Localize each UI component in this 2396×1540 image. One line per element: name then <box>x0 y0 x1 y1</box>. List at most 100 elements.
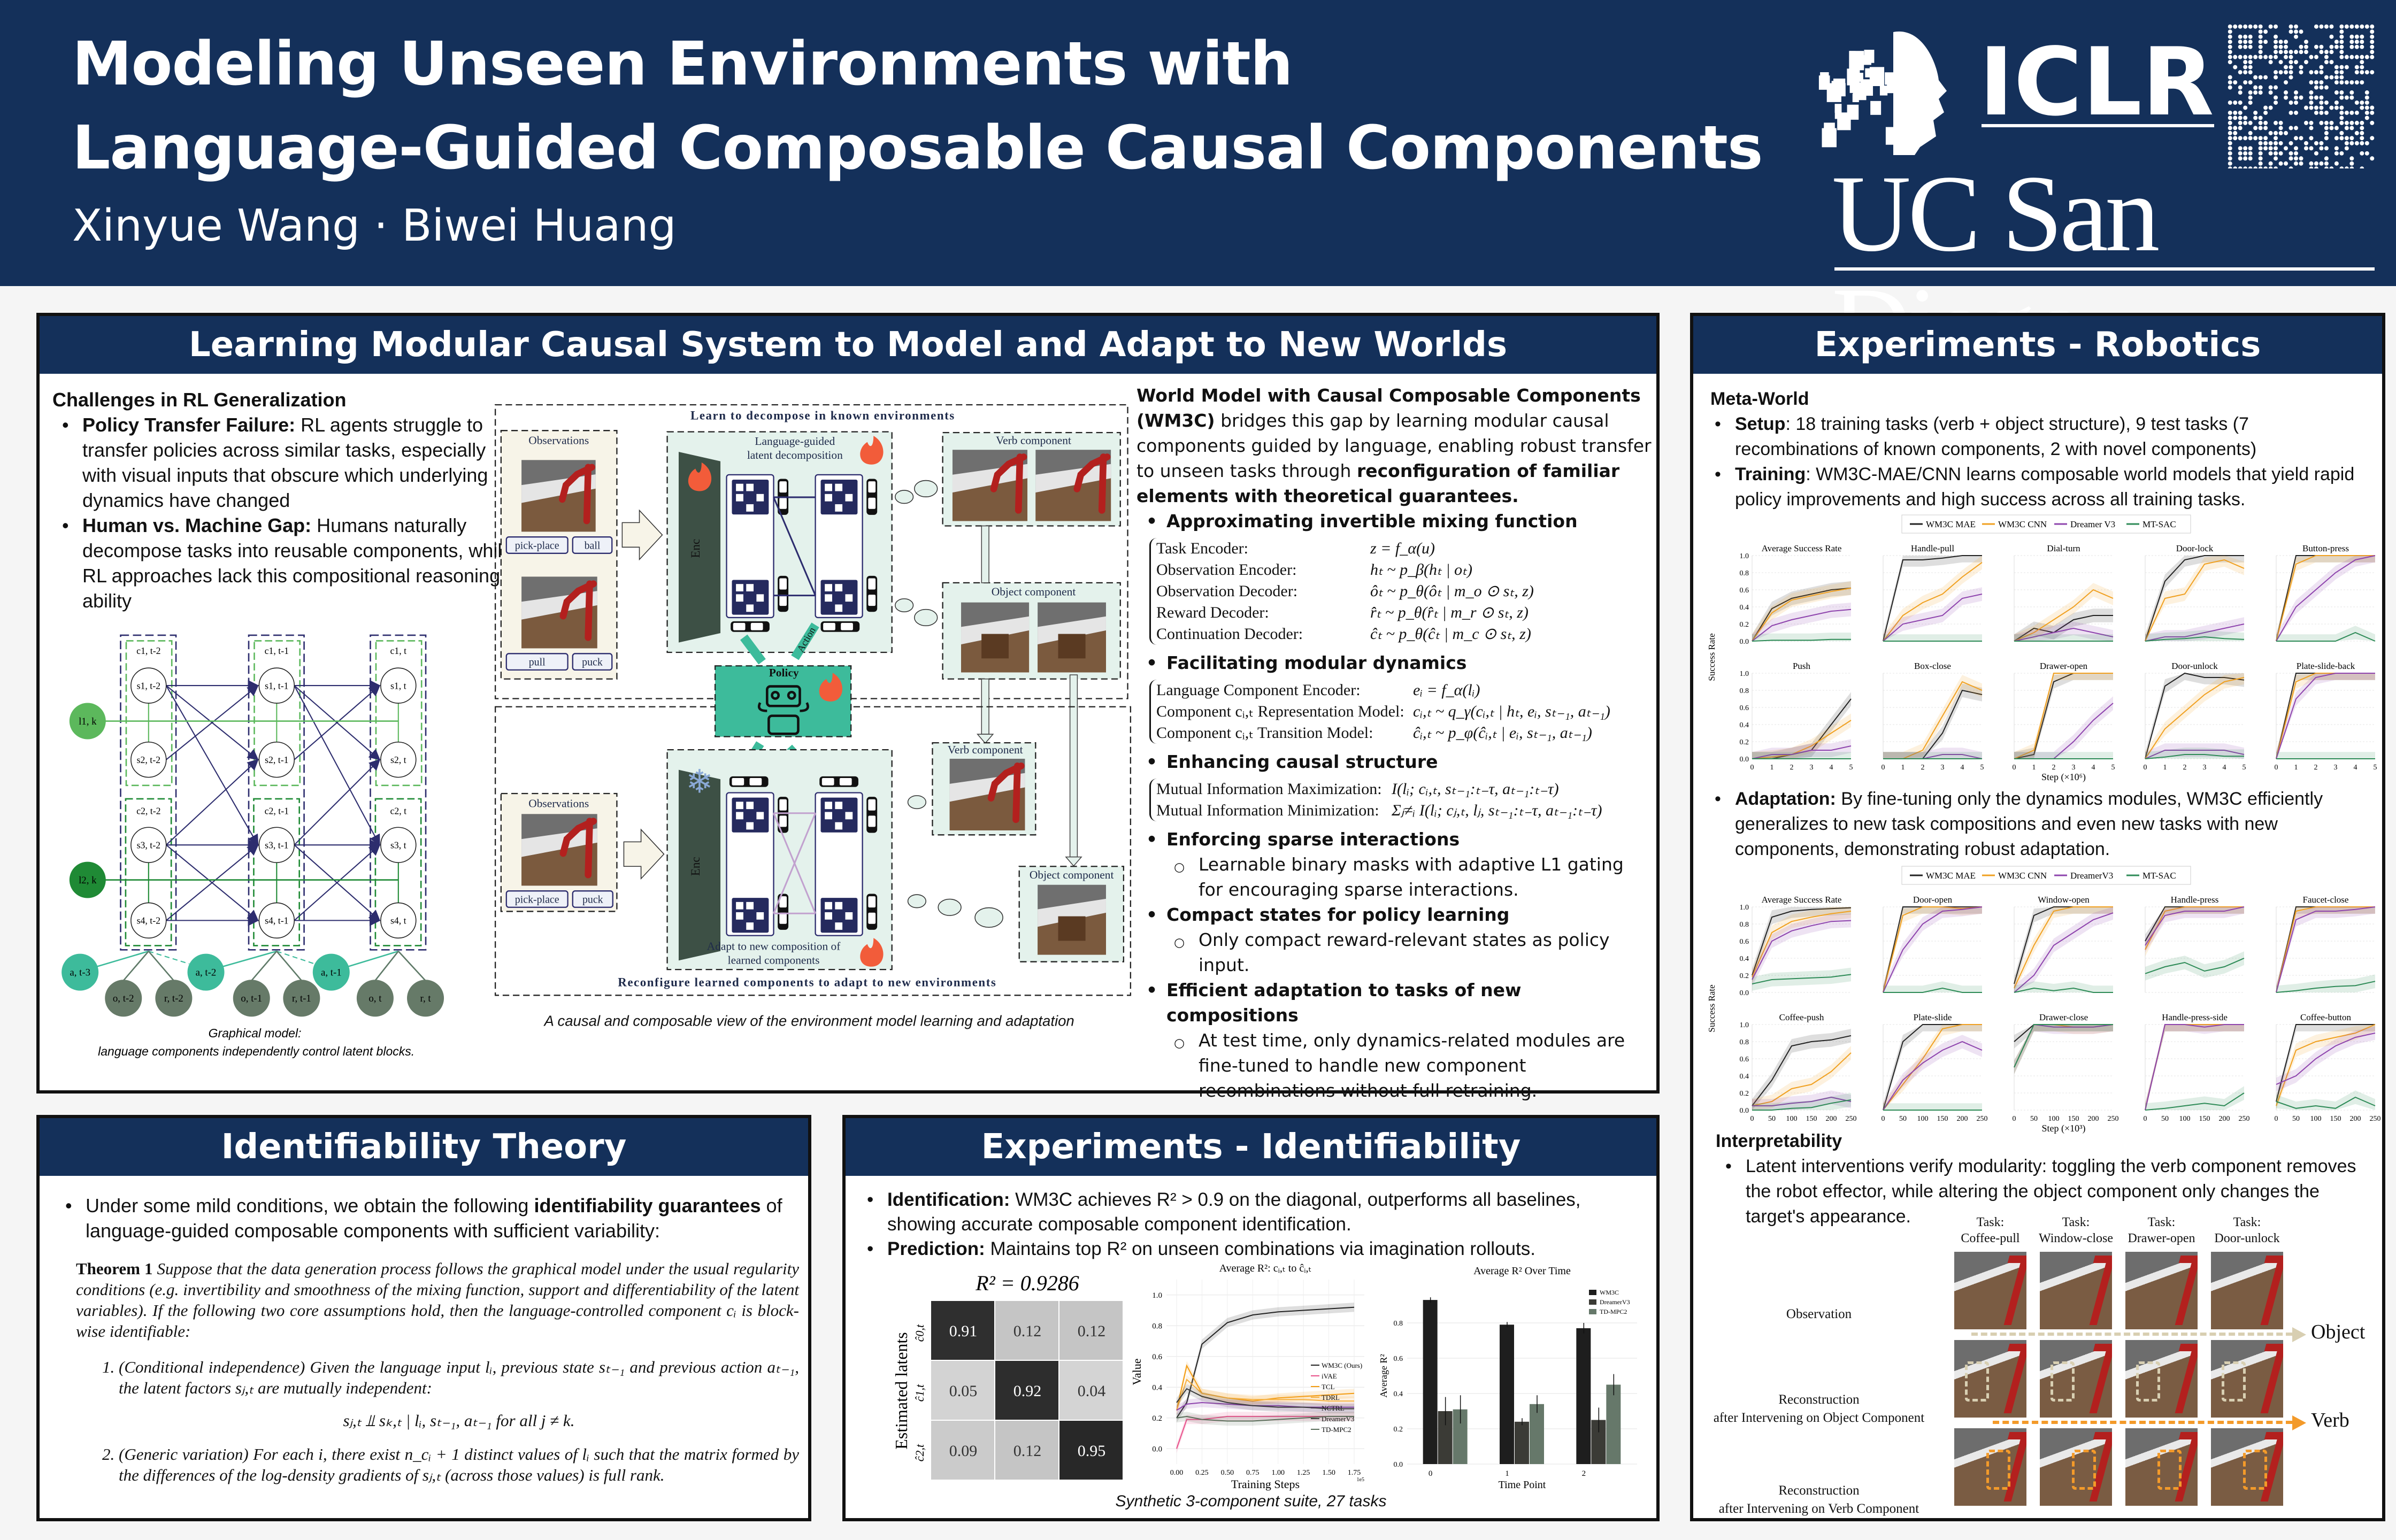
subplot-title: Average Success Rate <box>1762 895 1842 905</box>
series-line <box>2014 1024 2113 1068</box>
legend-label: Dreamer V3 <box>2070 519 2115 529</box>
qr-module <box>2309 136 2314 141</box>
qr-module <box>2329 24 2334 29</box>
qr-code[interactable] <box>2228 24 2375 168</box>
subplot-title: Coffee-push <box>1779 1012 1824 1022</box>
heatmap-y-tick: ĉ1,t <box>913 1384 926 1402</box>
interpretability-section: Interpretability Latent interventions ve… <box>1716 1129 2374 1229</box>
series-line <box>1752 911 1852 977</box>
x-tick-label: 0.50 <box>1221 1469 1234 1477</box>
qr-module <box>2309 161 2314 166</box>
task-label: Task: Drawer-open <box>2128 1215 2195 1245</box>
y-tick-label: 0.6 <box>1152 1353 1162 1361</box>
qr-module <box>2284 161 2289 166</box>
mask-cell <box>868 481 876 493</box>
qr-module <box>2324 166 2329 168</box>
intervention-region-marker <box>2136 1361 2160 1402</box>
intervention-region-marker <box>2222 1361 2246 1402</box>
qr-module <box>2253 24 2258 29</box>
series-band <box>2276 974 2375 992</box>
qr-module <box>2339 110 2344 115</box>
qr-module <box>2248 146 2253 151</box>
y-axis-label: Success Rate <box>1707 633 1717 681</box>
scene-table <box>952 478 1028 521</box>
qr-module <box>2248 55 2253 59</box>
language-node-label: l2, k <box>79 875 97 886</box>
x-axis-label: Time Point <box>1499 1479 1546 1491</box>
scene-wall <box>1038 898 1106 927</box>
qr-module <box>2319 85 2324 90</box>
qr-module <box>2334 80 2339 85</box>
time-slice-box <box>248 634 305 951</box>
y-tick-label: 0.6 <box>1740 1056 1749 1064</box>
qr-module <box>2344 126 2349 130</box>
x-tick-label: 2 <box>1582 1469 1586 1478</box>
heatmap-cell-value: 0.92 <box>1013 1382 1042 1400</box>
theory-bullet-bold: identifiability guarantees <box>534 1195 761 1216</box>
equation-formula: cᵢ,ₜ ~ q_γ(cᵢ,ₜ | hₜ, eᵢ, sₜ₋₁, aₜ₋₁) <box>1413 703 1610 720</box>
legend-swatch <box>1589 1290 1596 1295</box>
series-line <box>2145 906 2245 946</box>
x-tick-label: 3 <box>2072 764 2076 772</box>
qr-module <box>2294 50 2298 55</box>
qr-module <box>2268 141 2273 145</box>
qr-module <box>2349 55 2354 59</box>
qr-module <box>2258 50 2263 55</box>
qr-module <box>2263 141 2268 145</box>
encoder-block <box>678 452 721 643</box>
qr-module <box>2349 80 2354 85</box>
latent-cell <box>736 594 743 602</box>
qr-module <box>2314 141 2318 145</box>
qr-module <box>2324 161 2329 166</box>
heatmap-y-label: Estimated latents <box>892 1332 911 1450</box>
mask-cell <box>823 622 835 630</box>
series-line <box>2276 555 2375 642</box>
component-1-box <box>254 640 301 787</box>
action-edge <box>96 950 149 967</box>
series-line <box>2145 636 2245 642</box>
series-line <box>2145 672 2245 759</box>
x-axis-label: Step (×10⁶) <box>2041 772 2086 783</box>
qr-module <box>2334 146 2339 151</box>
logo-pixel <box>1824 127 1832 137</box>
equation-label: Mutual Information Minimization: <box>1156 802 1379 819</box>
sparse-sub: Learnable binary masks with adaptive L1 … <box>1166 852 1653 902</box>
qr-module <box>2274 34 2278 39</box>
legend-label: TCL <box>1322 1383 1335 1391</box>
series-band <box>1752 1093 1851 1110</box>
x-tick-label: 0 <box>1882 764 1885 772</box>
robotics-panel-title: Experiments - Robotics <box>1693 316 2382 374</box>
qr-module <box>2278 50 2283 55</box>
series-band <box>1752 1046 1851 1110</box>
state-node-label: s2, t <box>390 754 406 765</box>
y-tick-label: 0.0 <box>1740 1107 1749 1115</box>
series-band <box>2014 752 2113 759</box>
legend-box <box>1901 514 2191 534</box>
qr-module <box>2329 166 2334 168</box>
qr-module <box>2324 136 2329 141</box>
x-tick-label: 4 <box>2092 764 2095 772</box>
y-tick-label: 0.2 <box>1740 1090 1749 1098</box>
logo-pixel <box>1837 112 1851 130</box>
qr-module <box>2278 151 2283 156</box>
qr-module <box>2268 85 2273 90</box>
action-node <box>62 953 99 991</box>
prediction-bullet: Prediction: Maintains top R² on unseen c… <box>857 1237 1649 1261</box>
qr-module <box>2233 130 2238 135</box>
equation-row: Mutual Information Maximization: I(lᵢ; cᵢ… <box>1156 779 1653 800</box>
heatmap-cell <box>1059 1301 1123 1360</box>
observation-node <box>407 980 444 1017</box>
subplot-title: Plate-slide <box>1914 1012 1952 1022</box>
thought-bubble <box>895 490 914 504</box>
x-tick-label: 200 <box>1957 1115 1968 1123</box>
metaworld-section: Meta-World Setup: 18 training tasks (ver… <box>1710 387 2376 512</box>
encoder-label: Enc <box>689 857 702 876</box>
qr-module <box>2319 80 2324 85</box>
qr-module <box>2319 105 2324 110</box>
qr-module <box>2248 60 2253 65</box>
latent-cell <box>825 483 832 491</box>
qr-module <box>2354 55 2359 59</box>
qr-module <box>2354 101 2359 105</box>
thought-bubble <box>907 795 926 810</box>
adapt-latent-title-line2: learned components <box>728 953 820 966</box>
